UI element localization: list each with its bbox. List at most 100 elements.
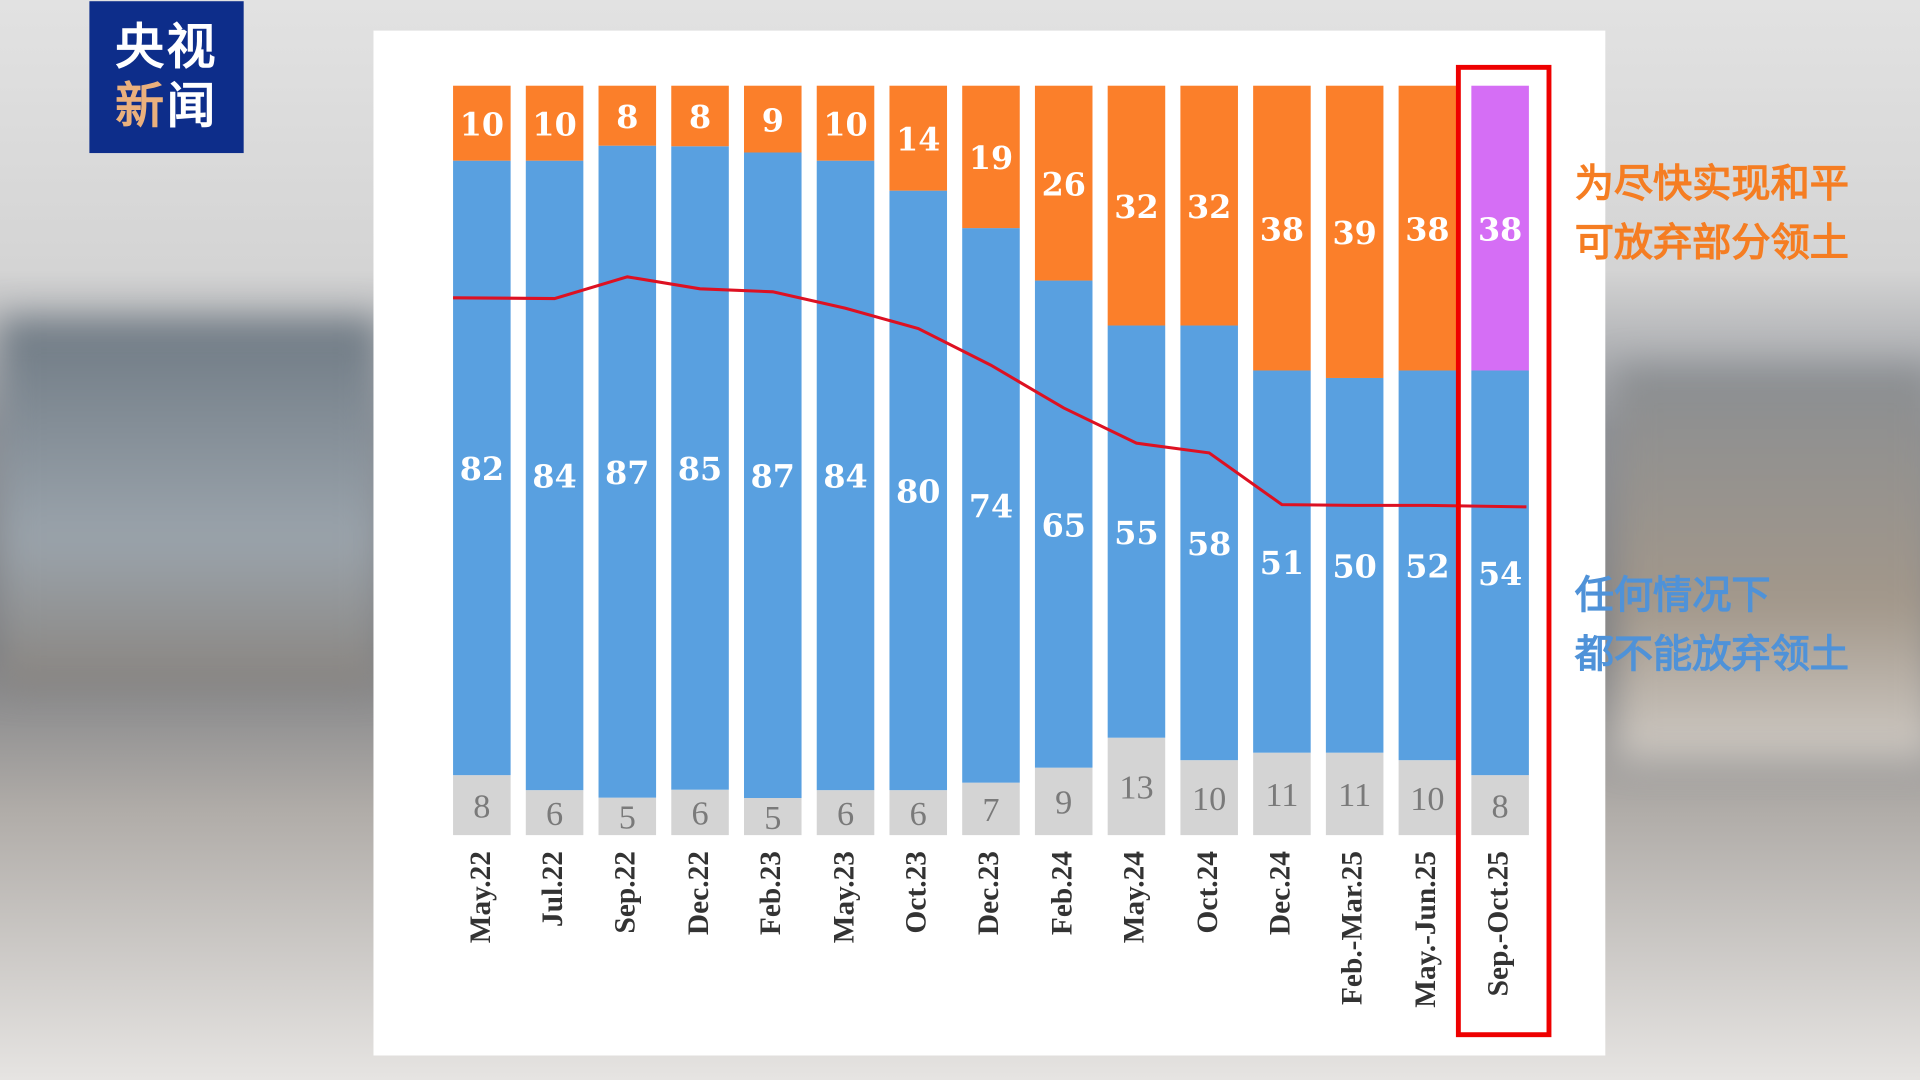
data-label: 65: [1042, 506, 1086, 544]
cctv-news-logo: 央视 新闻: [89, 1, 244, 154]
segment-blue: [1253, 370, 1311, 753]
segment-blue: [962, 228, 1020, 783]
segment-blue: [889, 190, 948, 791]
data-label: 6: [837, 795, 854, 833]
segment-orange: [816, 85, 875, 161]
data-label: 10: [532, 105, 576, 143]
data-label: 11: [1265, 776, 1298, 814]
data-label: 54: [1478, 555, 1522, 593]
data-label: 39: [1333, 214, 1377, 252]
data-label: 58: [1187, 525, 1231, 563]
x-tick-label: May.24: [1119, 851, 1152, 944]
segment-blue: [1325, 377, 1384, 753]
segment-blue: [1180, 325, 1238, 761]
segment-gray: [671, 789, 729, 836]
segment-blue: [1398, 370, 1457, 761]
x-tick-label: May.-Jun.25: [1410, 851, 1443, 1008]
data-label: 84: [532, 458, 576, 496]
data-label: 8: [1492, 787, 1509, 825]
data-label: 52: [1405, 548, 1449, 586]
data-label: 9: [1055, 784, 1072, 822]
annotation-no-cession: 任何情况下 都不能放弃领土: [1575, 566, 1849, 684]
x-tick-label: Sep.22: [610, 851, 642, 934]
data-label: 11: [1338, 776, 1371, 814]
segment-orange: [453, 85, 511, 161]
data-label: 7: [982, 791, 999, 829]
x-tick-label: Oct.23: [901, 851, 933, 934]
data-label: 26: [1042, 165, 1086, 203]
data-label: 5: [619, 799, 636, 837]
data-label: 51: [1260, 544, 1304, 582]
data-label: 10: [823, 105, 867, 143]
segment-gray: [962, 782, 1020, 836]
segment-blue: [816, 160, 875, 791]
data-label: 8: [689, 98, 711, 136]
annotation-cede-territory: 为尽快实现和平 可放弃部分领土: [1575, 154, 1849, 272]
data-label: 87: [751, 457, 795, 495]
logo-line2: 新闻: [89, 77, 243, 136]
data-label: 8: [616, 98, 638, 136]
segment-orange: [889, 85, 948, 191]
segment-orange: [1180, 85, 1238, 326]
segment-blue: [453, 160, 511, 776]
segment-blue: [744, 152, 802, 799]
data-label: 32: [1114, 188, 1158, 226]
segment-orange: [671, 85, 729, 147]
x-tick-label: Dec.23: [973, 851, 1006, 936]
logo-line1: 央视: [115, 19, 218, 76]
x-tick-label: Feb.-Mar.25: [1337, 851, 1370, 1006]
segment-gray: [598, 797, 657, 836]
data-label: 10: [460, 105, 504, 143]
segment-gray: [1180, 760, 1238, 836]
x-tick-label: Oct.24: [1192, 851, 1224, 934]
data-label: 8: [473, 787, 490, 825]
segment-orange: [1034, 85, 1093, 281]
segment-gray: [816, 790, 875, 836]
data-label: 82: [460, 450, 504, 488]
data-label: 87: [605, 454, 649, 492]
segment-gray: [1107, 737, 1166, 836]
data-label: 50: [1333, 548, 1377, 586]
segment-gray: [1253, 752, 1311, 836]
data-label: 10: [1192, 780, 1226, 818]
annotation-line: 为尽快实现和平: [1574, 160, 1849, 207]
segment-gray: [1325, 752, 1384, 836]
background-blur-left: [0, 318, 380, 686]
segment-gray: [1398, 760, 1457, 836]
segment-orange: [1107, 85, 1166, 326]
segment-gray: [1471, 775, 1529, 836]
annotation-line: 都不能放弃领土: [1574, 630, 1849, 678]
data-label: 19: [969, 139, 1013, 177]
segment-gray: [453, 775, 511, 836]
x-tick-label: Dec.24: [1264, 851, 1297, 936]
x-tick-label: Jul.22: [537, 851, 570, 927]
annotation-line: 可放弃部分领土: [1574, 219, 1849, 266]
segment-orange: [962, 85, 1020, 229]
segment-blue: [1107, 325, 1166, 738]
x-tick-label: Feb.24: [1046, 851, 1079, 936]
data-label: 55: [1114, 514, 1158, 552]
segment-orange: [598, 85, 657, 146]
segment-gray: [744, 798, 802, 836]
background-blur-right: [1616, 367, 1920, 760]
data-label: 6: [691, 795, 708, 833]
data-label: 32: [1187, 188, 1231, 226]
x-tick-label: Feb.23: [755, 851, 788, 936]
segment-gray: [1034, 767, 1093, 836]
segment-blue: [525, 160, 584, 791]
segment-blue: [598, 145, 657, 798]
segment-orange: [1253, 85, 1311, 371]
data-label: 6: [546, 795, 563, 833]
logo-char: 新: [115, 78, 167, 135]
segment-blue: [1471, 370, 1529, 776]
data-label: 9: [762, 101, 784, 139]
data-label: 84: [823, 458, 867, 496]
data-label: 38: [1405, 210, 1449, 248]
segment-orange: [744, 85, 802, 153]
data-label: 13: [1119, 769, 1153, 807]
logo-char: 闻: [166, 78, 218, 135]
segment-orange: [1471, 85, 1529, 371]
trend-line: [453, 275, 1527, 509]
